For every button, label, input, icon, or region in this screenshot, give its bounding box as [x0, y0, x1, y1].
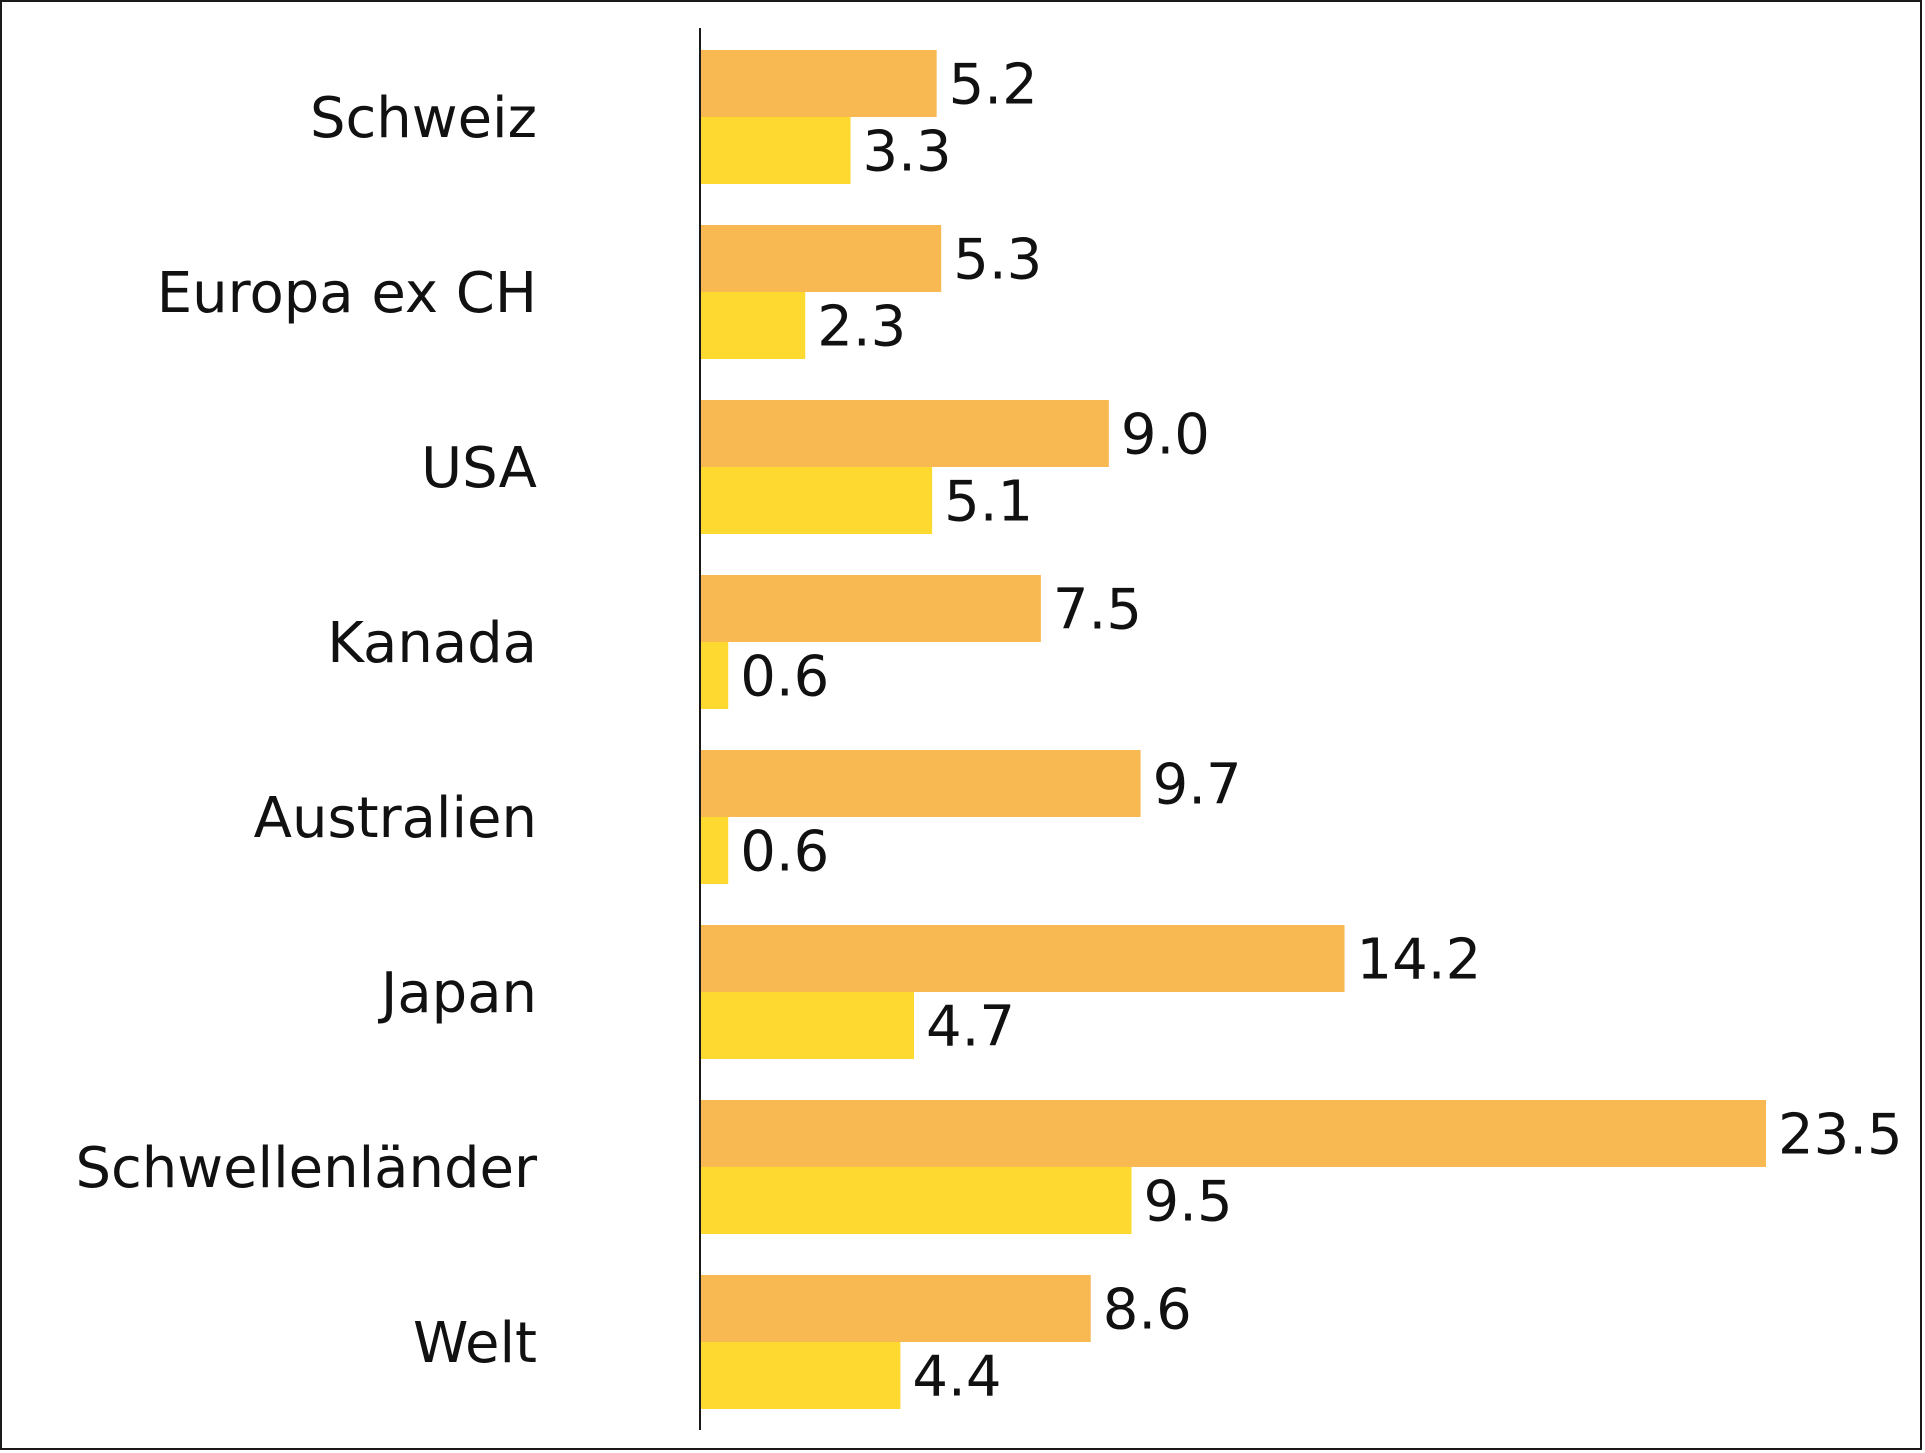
data-label: 5.2: [949, 53, 1038, 118]
bar-series-1: [701, 750, 1141, 817]
data-label: 9.0: [1121, 403, 1210, 468]
data-label: 14.2: [1357, 928, 1482, 993]
data-label: 3.3: [863, 120, 952, 185]
bar-series-1: [701, 925, 1345, 992]
data-label: 5.3: [953, 228, 1042, 293]
labels-layer: Schweiz 5.23.3 Europa ex CH 5.3 2.3 USA 9.0 5.1…: [75, 53, 1902, 1410]
bar-series-2: [701, 1167, 1132, 1234]
category-label: Australien: [254, 786, 537, 851]
bar-series-2: [701, 117, 851, 184]
category-label: Schwellenländer: [75, 1136, 538, 1201]
category-label: Europa ex CH: [157, 261, 537, 326]
bar-series-1: [701, 225, 942, 292]
bar-series-2: [701, 467, 933, 534]
data-label: 4.4: [912, 1345, 1001, 1410]
data-label: 8.6: [1103, 1278, 1192, 1343]
bar-series-2: [701, 992, 914, 1059]
data-label: 0.6: [740, 820, 829, 885]
data-label: 7.5: [1053, 578, 1142, 643]
bar-series-2: [701, 292, 806, 359]
category-label: Schweiz: [310, 86, 537, 151]
data-label: 2.3: [817, 295, 906, 360]
data-label: 4.7: [926, 995, 1015, 1060]
bar-series-1: [701, 575, 1041, 642]
data-label: 9.7: [1153, 753, 1242, 818]
bar-series-1: [701, 1275, 1091, 1342]
bar-series-1: [701, 1100, 1766, 1167]
category-label: USA: [421, 436, 537, 501]
category-label: Japan: [378, 961, 537, 1026]
bar-series-1: [701, 50, 937, 117]
bars-layer: [701, 50, 1766, 1409]
category-label: Kanada: [327, 611, 537, 676]
bar-series-2: [701, 817, 729, 884]
bar-series-1: [701, 400, 1109, 467]
data-label: 0.6: [740, 645, 829, 710]
bar-series-2: [701, 642, 729, 709]
data-label: 23.5: [1778, 1103, 1903, 1168]
data-label: 9.5: [1144, 1170, 1233, 1235]
data-label: 5.1: [944, 470, 1033, 535]
category-label: Welt: [413, 1311, 537, 1376]
bar-series-2: [701, 1342, 901, 1409]
